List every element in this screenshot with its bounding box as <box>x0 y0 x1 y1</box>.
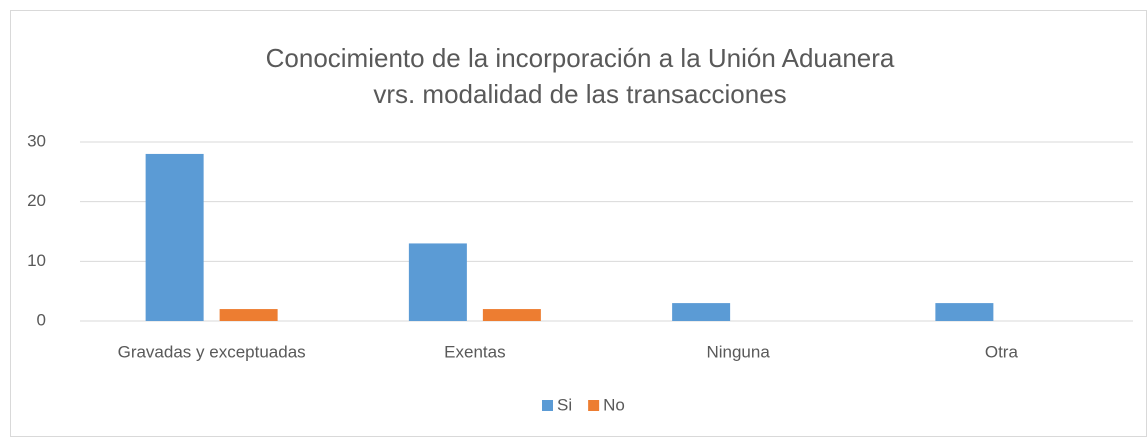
legend-swatch <box>588 400 600 411</box>
x-tick-label: Gravadas y exceptuadas <box>118 342 306 361</box>
y-tick-label: 0 <box>37 310 46 329</box>
y-tick-label: 20 <box>27 191 46 210</box>
x-tick-label: Otra <box>985 342 1019 361</box>
bar <box>145 153 204 321</box>
chart-border <box>10 10 1147 437</box>
bar <box>408 243 467 321</box>
bar <box>672 303 731 321</box>
bar <box>935 303 994 321</box>
legend-label: Si <box>557 395 572 414</box>
y-tick-label: 30 <box>27 131 46 150</box>
y-tick-label: 10 <box>27 251 46 270</box>
legend-swatch <box>542 400 553 411</box>
x-tick-label: Exentas <box>444 342 505 361</box>
bar <box>482 309 541 321</box>
x-tick-label: Ninguna <box>706 342 770 361</box>
chart-title: Conocimiento de la incorporación a la Un… <box>265 43 895 109</box>
legend-label: No <box>603 395 625 414</box>
bar <box>219 309 278 321</box>
